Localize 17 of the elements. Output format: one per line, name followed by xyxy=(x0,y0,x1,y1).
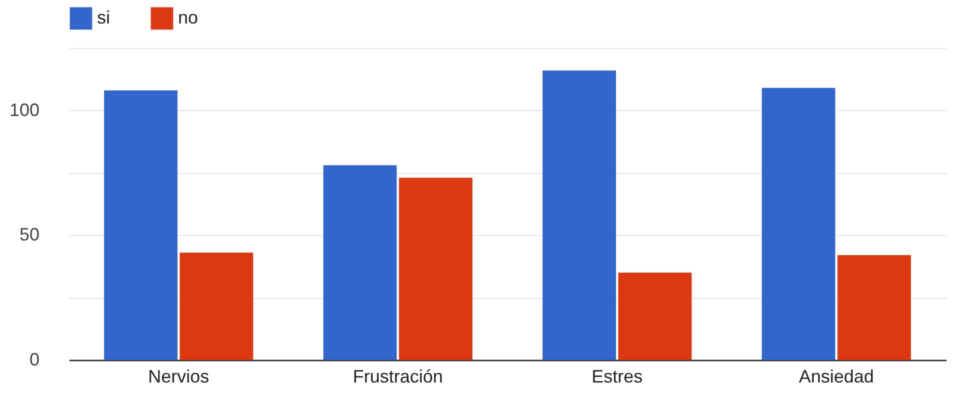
legend-label: si xyxy=(97,7,110,28)
bar xyxy=(399,178,472,360)
y-tick-label: 50 xyxy=(19,224,40,245)
bar xyxy=(618,272,692,360)
bar xyxy=(180,252,254,360)
bar xyxy=(542,70,616,360)
y-tick-label: 0 xyxy=(29,350,40,370)
x-tick-label: Ansiedad xyxy=(798,366,874,386)
legend-label: no xyxy=(178,7,198,28)
bar xyxy=(323,165,397,360)
x-tick-label: Frustración xyxy=(352,366,443,386)
x-tick-label: Nervios xyxy=(148,366,210,386)
y-tick-label: 100 xyxy=(9,100,40,120)
bar xyxy=(838,255,911,360)
x-tick-label: Estres xyxy=(592,366,643,386)
bar xyxy=(762,88,836,360)
bar xyxy=(104,90,178,360)
